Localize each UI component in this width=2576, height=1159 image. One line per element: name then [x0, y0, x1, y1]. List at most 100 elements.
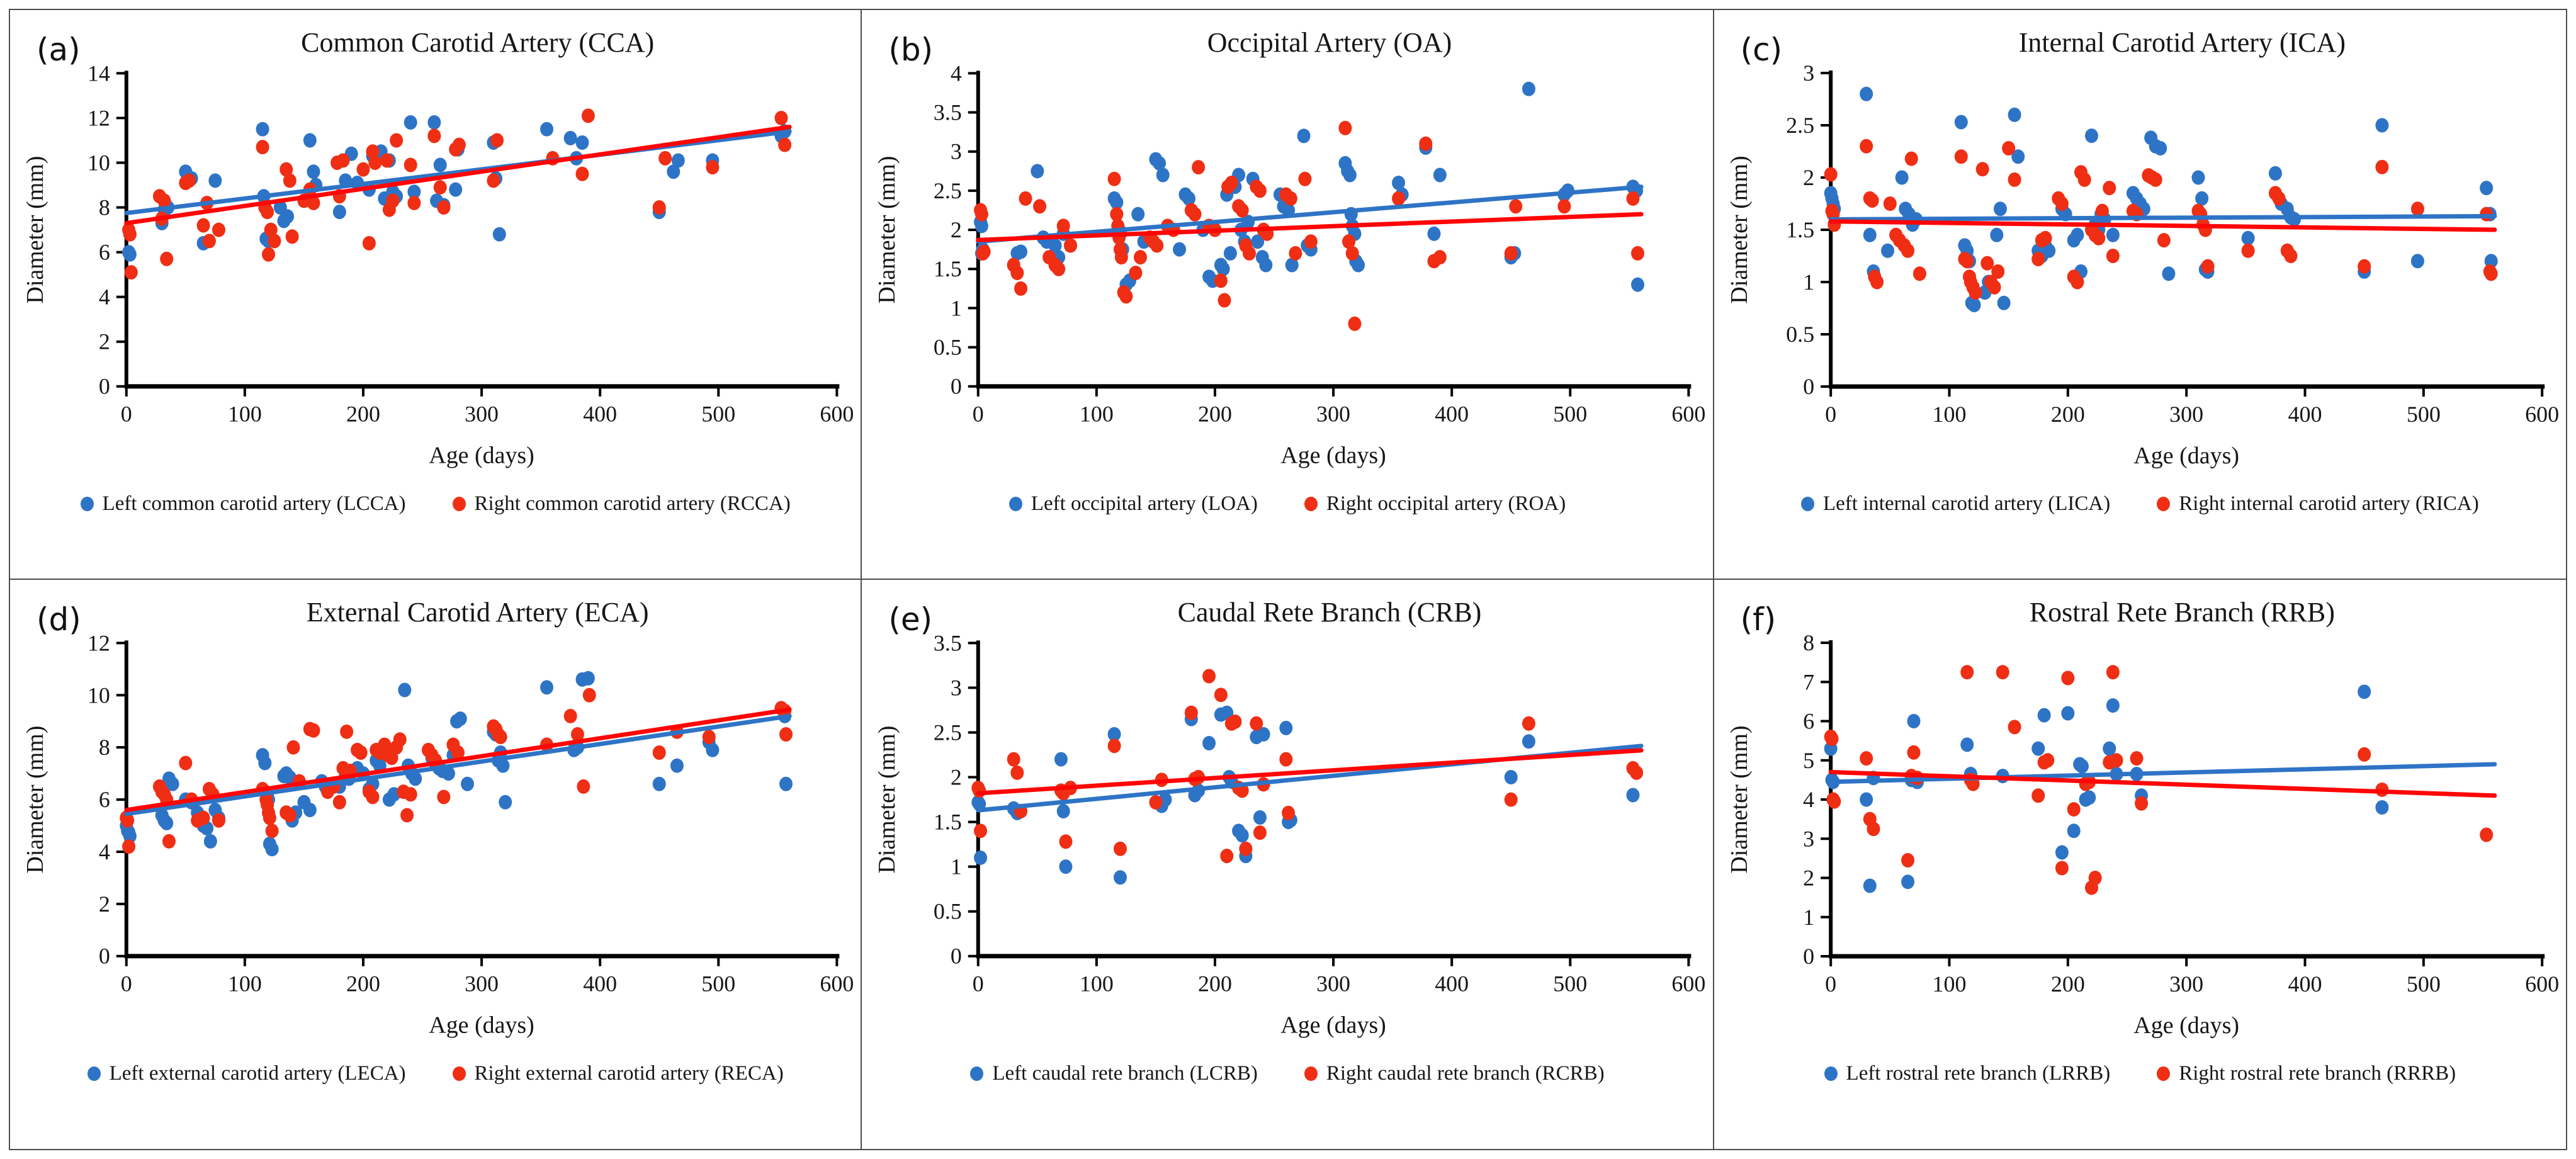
- svg-text:10: 10: [88, 682, 110, 708]
- panel-letter-b: (b): [888, 31, 934, 68]
- svg-text:Age (days): Age (days): [429, 443, 534, 469]
- chart-title-oa: Occipital Artery (OA): [1207, 27, 1452, 58]
- svg-text:0: 0: [121, 402, 132, 427]
- svg-text:0: 0: [973, 402, 984, 427]
- svg-text:200: 200: [1198, 402, 1232, 427]
- chart-title-rrb: Rostral Rete Branch (RRB): [2029, 596, 2335, 628]
- legend-item-roa: Right occipital artery (ROA): [1304, 492, 1566, 516]
- legend-label-roa: Right occipital artery (ROA): [1326, 492, 1566, 515]
- svg-text:7: 7: [1803, 669, 1814, 694]
- svg-text:1: 1: [951, 295, 962, 320]
- svg-text:600: 600: [2525, 402, 2559, 427]
- svg-text:100: 100: [228, 971, 262, 996]
- svg-text:500: 500: [1554, 402, 1588, 427]
- svg-text:8: 8: [1803, 630, 1814, 655]
- scatter-plot-oa: 0 0.5 1 1.5 2 2.5 3 3.5 4 0 100 200 300 400 500 600 Age …: [874, 60, 1705, 468]
- svg-text:Age (days): Age (days): [2133, 1012, 2239, 1039]
- svg-text:200: 200: [1198, 971, 1232, 996]
- svg-text:300: 300: [465, 402, 499, 427]
- legend-label-leca: Left external carotid artery (LECA): [109, 1061, 406, 1085]
- svg-text:2.5: 2.5: [934, 178, 962, 203]
- legend-oa: Left occipital artery (LOA) Right occipi…: [862, 492, 1712, 516]
- svg-text:0: 0: [951, 374, 962, 399]
- svg-text:2: 2: [99, 891, 110, 916]
- svg-text:3: 3: [1803, 60, 1814, 86]
- legend-label-lcca: Left common carotid artery (LCCA): [102, 492, 406, 515]
- svg-text:500: 500: [2406, 402, 2440, 427]
- svg-text:4: 4: [99, 285, 110, 310]
- legend-item-rica: Right internal carotid artery (RICA): [2157, 492, 2479, 516]
- svg-text:400: 400: [583, 971, 617, 996]
- legend-marker-red-icon: [1304, 1066, 1318, 1081]
- legend-ica: Left internal carotid artery (LICA) Righ…: [1714, 492, 2566, 516]
- svg-text:Diameter (mm): Diameter (mm): [1726, 725, 1753, 873]
- scatter-plot-ica: 0 0.5 1 1.5 2 2.5 3 0 100 200 300 400 500 600 Age (day…: [1726, 60, 2559, 469]
- panel-letter-c: (c): [1740, 31, 1783, 68]
- svg-text:400: 400: [2288, 402, 2322, 427]
- svg-text:10: 10: [88, 150, 110, 175]
- svg-text:200: 200: [2050, 971, 2084, 997]
- svg-text:0: 0: [99, 943, 110, 968]
- svg-text:14: 14: [88, 60, 110, 86]
- svg-text:4: 4: [951, 60, 962, 86]
- svg-text:300: 300: [465, 971, 499, 996]
- svg-text:Diameter (mm): Diameter (mm): [874, 156, 900, 304]
- svg-text:Age (days): Age (days): [2133, 443, 2239, 469]
- svg-text:5: 5: [1803, 747, 1814, 772]
- svg-text:Diameter (mm): Diameter (mm): [1726, 155, 1753, 303]
- svg-text:500: 500: [701, 971, 735, 996]
- legend-item-rcca: Right common carotid artery (RCCA): [452, 492, 791, 516]
- svg-text:0: 0: [1825, 402, 1836, 427]
- legend-marker-red-icon: [2157, 1066, 2171, 1081]
- legend-item-lcca: Left common carotid artery (LCCA): [80, 492, 406, 516]
- svg-text:0: 0: [99, 374, 110, 399]
- svg-text:600: 600: [2525, 971, 2559, 997]
- legend-label-reca: Right external carotid artery (RECA): [474, 1061, 784, 1085]
- legend-item-lcrb: Left caudal rete branch (LCRB): [970, 1062, 1258, 1085]
- panel-letter-e: (e): [888, 601, 933, 638]
- legend-label-rrrb: Right rostral rete branch (RRRB): [2179, 1061, 2456, 1085]
- legend-marker-red-icon: [2157, 497, 2171, 511]
- svg-text:0: 0: [951, 943, 962, 968]
- svg-text:2.5: 2.5: [1786, 113, 1814, 138]
- svg-text:1.5: 1.5: [934, 809, 962, 834]
- legend-marker-red-icon: [452, 1066, 466, 1081]
- svg-text:0: 0: [1803, 374, 1814, 399]
- svg-text:300: 300: [2169, 402, 2203, 427]
- svg-text:3.5: 3.5: [934, 630, 962, 655]
- legend-eca: Left external carotid artery (LECA) Righ…: [10, 1062, 861, 1085]
- svg-text:Age (days): Age (days): [429, 1012, 534, 1038]
- svg-text:100: 100: [228, 402, 262, 427]
- svg-text:4: 4: [99, 839, 110, 864]
- svg-text:Diameter (mm): Diameter (mm): [22, 156, 48, 304]
- svg-text:0.5: 0.5: [934, 898, 962, 924]
- legend-item-rcrb: Right caudal rete branch (RCRB): [1304, 1062, 1605, 1085]
- svg-text:100: 100: [1932, 971, 1966, 997]
- panel-letter-f: (f): [1740, 601, 1777, 638]
- svg-text:Diameter (mm): Diameter (mm): [22, 725, 48, 873]
- svg-text:2: 2: [951, 764, 962, 789]
- svg-text:1: 1: [1803, 904, 1814, 929]
- panel-b: (b) Occipital Artery (OA) 0 0.5 1 1.5 2 2.5 3 3…: [862, 10, 1714, 580]
- svg-text:6: 6: [1803, 708, 1814, 733]
- svg-text:100: 100: [1080, 402, 1114, 427]
- legend-cca: Left common carotid artery (LCCA) Right …: [10, 492, 861, 516]
- svg-text:3: 3: [1803, 826, 1814, 851]
- svg-text:200: 200: [346, 971, 380, 996]
- legend-marker-red-icon: [1304, 497, 1318, 511]
- legend-label-rcca: Right common carotid artery (RCCA): [474, 492, 791, 515]
- svg-text:12: 12: [88, 630, 110, 655]
- legend-marker-red-icon: [452, 497, 466, 511]
- svg-text:6: 6: [99, 240, 110, 265]
- svg-text:1: 1: [951, 854, 962, 879]
- legend-label-rica: Right internal carotid artery (RICA): [2179, 492, 2479, 515]
- chart-title-ica: Internal Carotid Artery (ICA): [2018, 27, 2346, 58]
- svg-text:1.5: 1.5: [1786, 217, 1814, 242]
- legend-label-rcrb: Right caudal rete branch (RCRB): [1326, 1061, 1605, 1085]
- legend-item-rrrb: Right rostral rete branch (RRRB): [2157, 1062, 2456, 1085]
- svg-text:2: 2: [1803, 165, 1814, 190]
- svg-text:0.5: 0.5: [934, 335, 962, 360]
- panel-letter-d: (d): [37, 601, 81, 638]
- panel-d: (d) External Carotid Artery (ECA) 0 2 4 6 8 1…: [10, 579, 862, 1149]
- panel-a: (a) Common Carotid Artery (CCA) 0 2 4 6 8 10 1…: [10, 10, 862, 580]
